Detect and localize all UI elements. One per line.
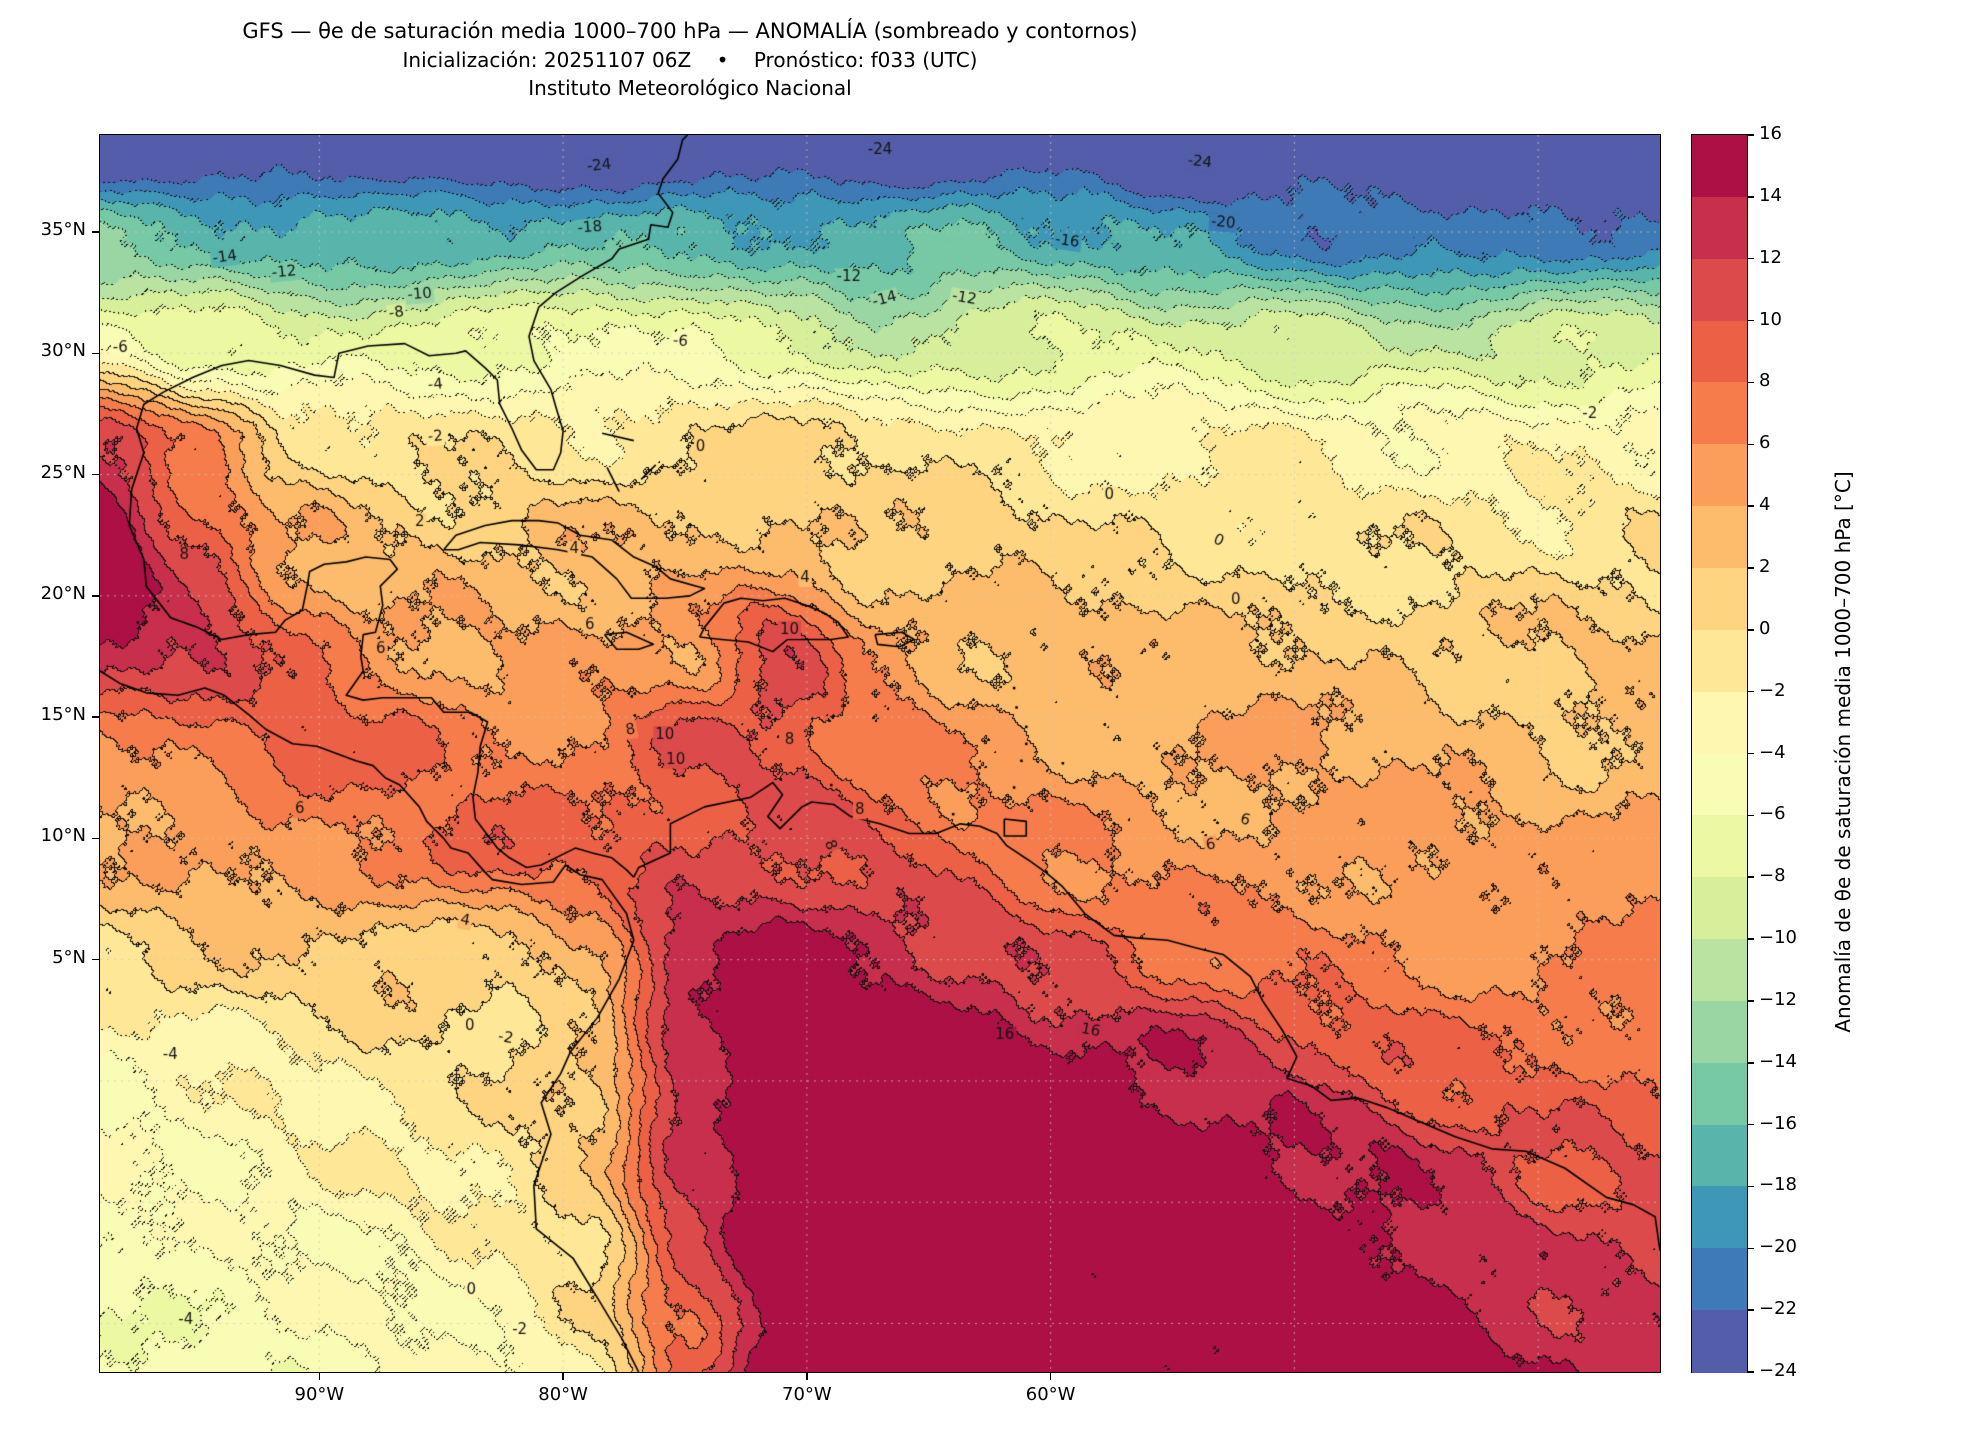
colorbar-tick-label: 2 [1759, 555, 1771, 577]
colorbar-tick-label: 16 [1759, 123, 1782, 144]
y-axis-tick-label: 15°N [40, 704, 86, 726]
colorbar-tick-label: 0 [1759, 617, 1771, 639]
map-plot-area [99, 134, 1661, 1373]
colorbar-cell [1692, 506, 1747, 569]
colorbar-cell [1692, 1000, 1747, 1064]
colorbar-tick-label: −6 [1759, 803, 1786, 825]
chart-institution: Instituto Meteorológico Nacional [528, 76, 852, 100]
colorbar-tick-label: 6 [1759, 432, 1771, 454]
y-axis-tick-label: 25°N [40, 461, 86, 483]
colorbar-tick-mark [1747, 1247, 1754, 1250]
colorbar-cell [1692, 1124, 1747, 1188]
colorbar-tick-mark [1747, 134, 1754, 136]
colorbar-cell [1692, 258, 1747, 322]
colorbar-axis-label: Anomalía de θe de saturación media 1000–… [1831, 471, 1855, 1033]
colorbar-tick-mark [1747, 629, 1754, 631]
colorbar-cell [1692, 691, 1747, 755]
y-axis-tick-label: 5°N [52, 946, 86, 968]
y-axis-tick-mark [92, 595, 100, 597]
colorbar-tick-mark [1747, 1371, 1754, 1373]
colorbar-tick-label: −4 [1759, 741, 1786, 763]
x-axis-tick-label: 80°W [538, 1384, 588, 1405]
colorbar-cell [1692, 1248, 1747, 1311]
colorbar-tick-mark [1747, 876, 1754, 878]
x-axis-tick-mark [806, 1372, 808, 1380]
colorbar-tick-mark [1747, 752, 1754, 755]
colorbar-tick-mark [1747, 1309, 1754, 1311]
colorbar-tick-label: 14 [1759, 184, 1782, 206]
colorbar-cell [1692, 1062, 1747, 1126]
colorbar-tick-label: −24 [1759, 1360, 1797, 1381]
y-axis-tick-mark [92, 958, 100, 961]
colorbar-cell [1692, 382, 1747, 445]
colorbar-tick-mark [1747, 567, 1754, 569]
colorbar-tick-label: 8 [1759, 370, 1771, 392]
title-block: GFS — θe de saturación media 1000–700 hP… [100, 16, 1280, 102]
colorbar-tick-label: −8 [1759, 865, 1786, 887]
chart-subtitle-init-forecast: Inicialización: 20251107 06Z • Pronóstic… [402, 48, 978, 72]
colorbar-tick-label: 4 [1759, 494, 1771, 516]
chart-title: GFS — θe de saturación media 1000–700 hP… [242, 19, 1138, 43]
y-axis-tick-label: 35°N [40, 219, 86, 241]
colorbar [1691, 134, 1748, 1373]
colorbar-cell [1692, 320, 1747, 383]
colorbar-cell [1692, 135, 1747, 198]
colorbar-tick-mark [1747, 257, 1754, 260]
colorbar-tick-label: −22 [1759, 1298, 1797, 1320]
colorbar-tick-mark [1747, 1062, 1754, 1064]
colorbar-tick-label: −18 [1759, 1174, 1797, 1196]
colorbar-tick-mark [1747, 1000, 1754, 1002]
colorbar-cell [1692, 629, 1747, 693]
colorbar-tick-mark [1747, 814, 1754, 817]
colorbar-tick-mark [1747, 319, 1754, 322]
colorbar-cell [1692, 939, 1747, 1002]
colorbar-cell [1692, 877, 1747, 940]
colorbar-tick-label: −14 [1759, 1050, 1797, 1072]
y-axis-tick-mark [92, 473, 100, 476]
colorbar-cell [1692, 196, 1747, 260]
colorbar-cell [1692, 567, 1747, 631]
colorbar-tick-label: −2 [1759, 679, 1786, 701]
colorbar-tick-label: −16 [1759, 1112, 1797, 1134]
colorbar-tick-mark [1747, 690, 1754, 693]
colorbar-cell [1692, 1310, 1747, 1373]
y-axis-tick-label: 30°N [40, 340, 86, 362]
colorbar-tick-mark [1747, 938, 1754, 940]
colorbar-tick-mark [1747, 1123, 1754, 1126]
colorbar-tick-mark [1747, 381, 1754, 384]
x-axis-tick-mark [562, 1372, 564, 1380]
colorbar-cell [1692, 815, 1747, 878]
x-axis-tick-label: 70°W [782, 1384, 832, 1405]
colorbar-tick-label: −12 [1759, 988, 1797, 1010]
colorbar-tick-mark [1747, 1185, 1754, 1188]
colorbar-tick-label: −10 [1759, 927, 1797, 949]
y-axis-tick-label: 10°N [40, 825, 86, 847]
y-axis-tick-label: 20°N [40, 582, 86, 604]
colorbar-cell [1692, 444, 1747, 507]
colorbar-tick-label: 12 [1759, 246, 1782, 268]
x-axis-tick-mark [1049, 1372, 1052, 1380]
x-axis-tick-mark [318, 1372, 321, 1380]
colorbar-tick-mark [1747, 443, 1754, 445]
colorbar-tick-mark [1747, 196, 1754, 198]
x-axis-tick-label: 60°W [1025, 1384, 1076, 1405]
colorbar-cell [1692, 753, 1747, 816]
colorbar-tick-label: −20 [1759, 1236, 1797, 1258]
colorbar-tick-label: 10 [1759, 308, 1782, 330]
y-axis-tick-mark [92, 716, 100, 718]
y-axis-tick-mark [92, 837, 100, 840]
colorbar-cell [1692, 1186, 1747, 1249]
colorbar-tick-mark [1747, 505, 1754, 507]
x-axis-tick-label: 90°W [294, 1384, 345, 1405]
y-axis-tick-mark [92, 352, 100, 355]
contour-map-canvas [100, 135, 1660, 1372]
y-axis-tick-mark [92, 231, 100, 233]
